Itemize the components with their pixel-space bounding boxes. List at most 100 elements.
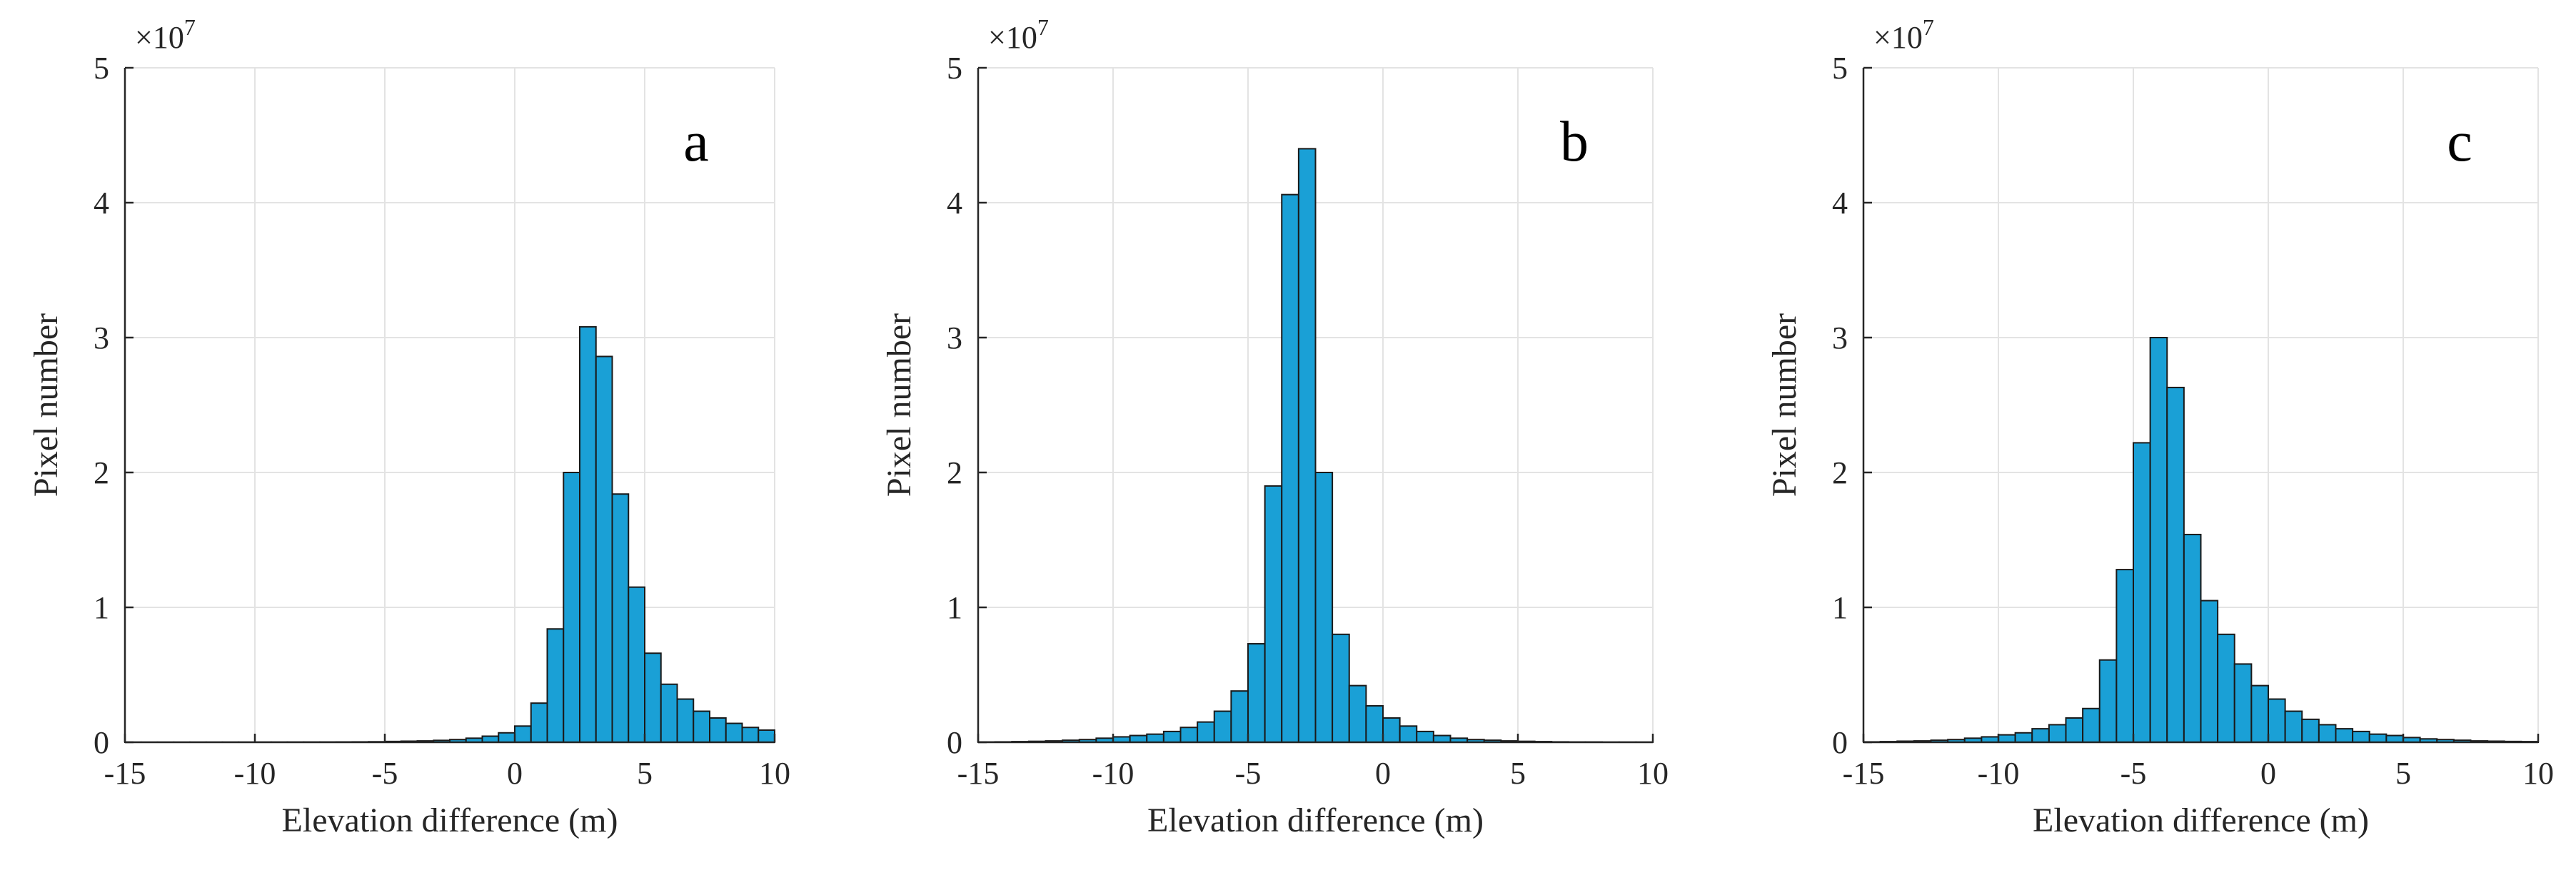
x-tick-label: -10 (234, 756, 276, 791)
histogram-bar (514, 725, 532, 744)
y-tick-label: 3 (1832, 320, 1848, 355)
y-axis-label: Pixel number (27, 313, 65, 497)
x-axis-label: Elevation difference (m) (2033, 801, 2369, 839)
y-axis-exponent: ×107 (135, 14, 196, 55)
x-tick-label: -5 (2120, 756, 2147, 791)
histogram-bar (1264, 485, 1283, 744)
histogram-bar (2318, 724, 2337, 743)
histogram-bar (2233, 663, 2253, 744)
exponent-base: ×10 (135, 20, 184, 55)
histogram-bar (498, 732, 515, 744)
histogram-bar (2098, 659, 2118, 744)
histogram-bar (1197, 721, 1215, 744)
histogram-bar (644, 652, 662, 744)
y-tick-label: 0 (94, 725, 109, 760)
histogram-bar (709, 717, 727, 743)
y-tick-label: 4 (94, 186, 109, 221)
x-tick-label: -15 (104, 756, 146, 791)
histogram-bar (611, 493, 630, 743)
histogram-bar (579, 325, 597, 743)
chart-panel-a: -15 -10 -5 0 5 10 0 1 2 3 4 5 ×107 Elevation differen… (27, 14, 790, 839)
y-tick-label: 1 (947, 590, 962, 625)
histogram-bar (725, 722, 743, 743)
y-tick-label: 0 (1832, 725, 1848, 760)
y-axis-label: Pixel number (1766, 313, 1803, 497)
histogram-bar (1247, 643, 1266, 744)
y-tick-label: 4 (1832, 186, 1848, 221)
histogram-bar (1146, 733, 1164, 744)
panel-letter: b (1560, 111, 1589, 173)
y-tick-label: 3 (94, 320, 109, 355)
histogram-bar (1129, 734, 1148, 744)
y-axis-exponent: ×107 (1873, 14, 1934, 55)
x-tick-label: -15 (1843, 756, 1885, 791)
y-tick-label: 1 (1832, 590, 1848, 625)
histogram-bar (2250, 684, 2269, 743)
x-tick-label: 0 (2260, 756, 2276, 791)
histogram-bar (758, 729, 775, 743)
histogram-bar (1314, 472, 1334, 743)
histogram-bar (1230, 690, 1249, 743)
x-tick-label: 10 (759, 756, 790, 791)
histogram-bar (1399, 725, 1418, 744)
histogram-bar (2301, 718, 2320, 743)
exponent-power: 7 (1037, 14, 1049, 40)
y-tick-label: 0 (947, 725, 962, 760)
x-tick-label: 10 (2522, 756, 2554, 791)
histogram-bar (546, 628, 565, 743)
y-tick-label: 4 (947, 186, 962, 221)
histogram-bar (2115, 569, 2134, 744)
histogram-bar (1416, 730, 1434, 744)
x-axis-label: Elevation difference (m) (1147, 801, 1484, 839)
histogram-bar (1382, 717, 1401, 743)
exponent-power: 7 (1923, 14, 1934, 40)
histogram-bar (595, 355, 613, 743)
histogram-bar (2048, 724, 2067, 743)
histogram-bar (2183, 533, 2202, 743)
histogram-bar (1332, 633, 1350, 743)
histogram-bar (1179, 727, 1199, 744)
y-axis-exponent: ×107 (988, 14, 1049, 55)
exponent-power: 7 (184, 14, 196, 40)
histogram-bar (2217, 633, 2235, 743)
histogram-bar (1297, 148, 1317, 743)
histogram-bar (2166, 386, 2185, 743)
x-tick-label: 10 (1637, 756, 1669, 791)
histogram-bar (693, 710, 710, 744)
x-tick-label: -10 (1092, 756, 1134, 791)
histogram-bar (2014, 732, 2033, 744)
histogram-bar (1348, 684, 1367, 743)
x-axis-label: Elevation difference (m) (282, 801, 618, 839)
histogram-bar (2268, 698, 2286, 744)
y-tick-label: 5 (94, 51, 109, 86)
histogram-bar (2149, 337, 2168, 743)
histogram-bar (628, 586, 645, 744)
panel-letter: c (2447, 111, 2472, 173)
histogram-bar (660, 683, 678, 743)
histogram-bar (2082, 707, 2100, 743)
histogram-bar (1365, 704, 1384, 743)
x-tick-label: -5 (1235, 756, 1262, 791)
x-tick-label: 5 (1510, 756, 1526, 791)
histogram-bar (2133, 442, 2151, 743)
x-tick-label: -10 (1978, 756, 2020, 791)
exponent-base: ×10 (988, 20, 1037, 55)
histogram-bar (676, 698, 695, 744)
x-tick-label: -5 (372, 756, 398, 791)
histogram-bar (2065, 717, 2084, 743)
histogram-bar (2031, 728, 2050, 743)
histogram-bar (1432, 734, 1451, 744)
histogram-bar (530, 702, 548, 744)
x-tick-label: -15 (957, 756, 1000, 791)
y-axis-label: Pixel number (880, 313, 918, 497)
y-tick-label: 1 (94, 590, 109, 625)
x-tick-label: 5 (2395, 756, 2411, 791)
y-tick-label: 2 (94, 455, 109, 490)
histogram-bar (1998, 734, 2016, 743)
histogram-bar (563, 472, 580, 743)
y-tick-label: 2 (1832, 455, 1848, 490)
histogram-bar (2200, 600, 2219, 743)
chart-panel-b: -15 -10 -5 0 5 10 0 1 2 3 4 5 ×107 Elevation differen… (880, 14, 1669, 839)
y-tick-label: 3 (947, 320, 962, 355)
